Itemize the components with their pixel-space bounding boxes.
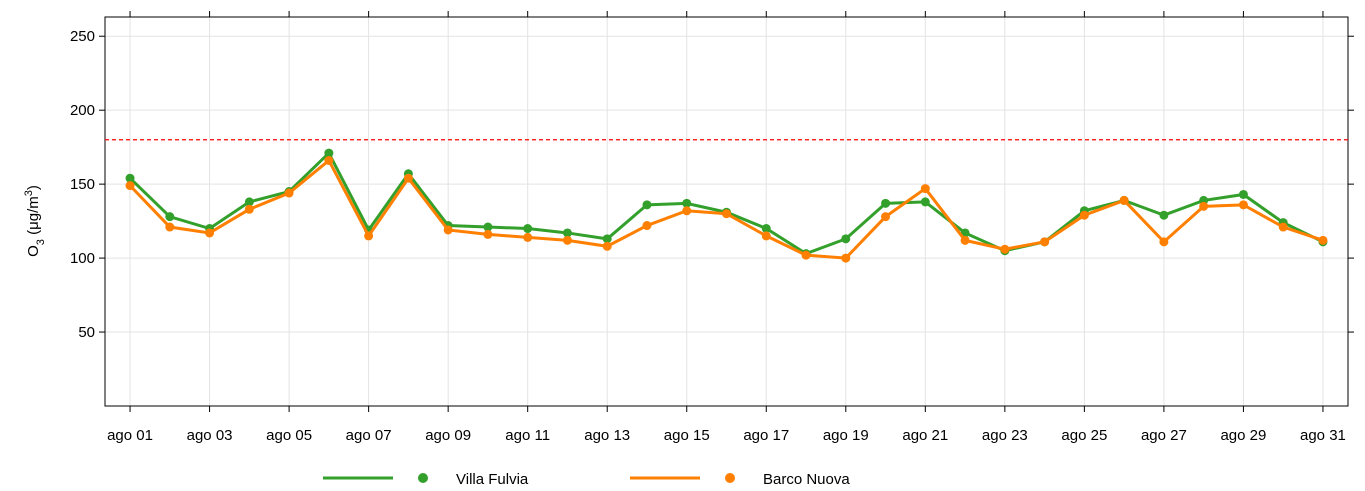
data-point bbox=[761, 231, 771, 241]
data-point bbox=[642, 221, 652, 231]
x-tick-label: ago 29 bbox=[1220, 427, 1266, 444]
x-tick-label: ago 17 bbox=[743, 427, 789, 444]
data-point bbox=[881, 212, 891, 222]
data-point bbox=[602, 241, 612, 251]
data-point bbox=[324, 148, 334, 158]
x-tick-label: ago 19 bbox=[823, 427, 869, 444]
y-tick-label: 100 bbox=[70, 250, 95, 267]
data-point bbox=[1159, 210, 1169, 220]
data-point bbox=[722, 209, 731, 219]
series-line bbox=[129, 150, 1324, 256]
data-point bbox=[1318, 235, 1328, 245]
data-point bbox=[1119, 195, 1129, 205]
data-point bbox=[1199, 201, 1209, 211]
data-point bbox=[244, 204, 254, 214]
y-tick-label: 150 bbox=[70, 176, 95, 193]
y-axis-label: O3 (μg/m3) bbox=[23, 185, 47, 257]
legend-label: Villa Fulvia bbox=[456, 471, 529, 488]
y-label-sup: 3 bbox=[23, 190, 35, 196]
data-point bbox=[562, 228, 572, 238]
x-tick-label: ago 09 bbox=[425, 427, 471, 444]
x-tick-label: ago 21 bbox=[902, 427, 948, 444]
x-tick-label: ago 11 bbox=[505, 427, 550, 444]
data-point bbox=[364, 231, 374, 241]
plot-frame bbox=[104, 16, 1349, 407]
x-tick-label: ago 31 bbox=[1300, 427, 1346, 444]
data-point bbox=[523, 224, 533, 234]
data-point bbox=[682, 198, 692, 208]
legend-marker bbox=[418, 473, 428, 483]
data-point bbox=[841, 253, 851, 263]
data-point bbox=[642, 200, 652, 210]
x-tick-label: ago 03 bbox=[187, 427, 233, 444]
data-point bbox=[960, 235, 970, 245]
y-tick-label: 50 bbox=[78, 324, 95, 341]
data-point bbox=[1159, 237, 1169, 247]
data-point bbox=[443, 225, 453, 235]
data-point bbox=[1040, 237, 1050, 247]
data-point bbox=[801, 250, 811, 260]
x-tick-label: ago 07 bbox=[346, 427, 392, 444]
x-tick-label: ago 13 bbox=[584, 427, 630, 444]
data-point bbox=[761, 224, 771, 234]
data-point bbox=[523, 232, 533, 242]
data-point bbox=[125, 173, 135, 183]
data-point bbox=[1238, 200, 1248, 210]
data-point bbox=[483, 229, 493, 239]
data-point bbox=[1278, 222, 1288, 232]
legend-marker bbox=[725, 473, 735, 483]
data-point bbox=[205, 228, 215, 238]
y-tick-label: 250 bbox=[70, 28, 95, 45]
legend-label: Barco Nuova bbox=[763, 471, 850, 488]
data-point bbox=[682, 206, 692, 216]
data-point bbox=[562, 235, 572, 245]
data-point bbox=[125, 181, 135, 191]
data-point bbox=[1079, 210, 1089, 220]
data-point bbox=[483, 222, 493, 232]
data-point bbox=[602, 234, 612, 244]
y-label-base: O bbox=[25, 245, 42, 257]
data-point bbox=[284, 188, 294, 198]
y-label-close: ) bbox=[25, 185, 42, 190]
data-point bbox=[1000, 244, 1010, 254]
data-point bbox=[881, 198, 891, 208]
data-point bbox=[244, 197, 254, 207]
data-point bbox=[165, 212, 175, 222]
x-tick-label: ago 01 bbox=[107, 427, 153, 444]
y-label-sub: 3 bbox=[35, 239, 47, 245]
y-tick-label: 200 bbox=[70, 102, 95, 119]
data-point bbox=[920, 184, 930, 194]
data-point bbox=[165, 222, 175, 232]
x-tick-label: ago 23 bbox=[982, 427, 1028, 444]
y-label-unit: (μg/m bbox=[25, 196, 42, 239]
data-point bbox=[841, 234, 851, 244]
data-point bbox=[403, 173, 413, 183]
x-tick-label: ago 25 bbox=[1061, 427, 1107, 444]
x-tick-label: ago 27 bbox=[1141, 427, 1187, 444]
data-point bbox=[324, 155, 334, 165]
data-point bbox=[920, 197, 930, 207]
x-tick-label: ago 05 bbox=[266, 427, 312, 444]
data-point bbox=[1238, 189, 1248, 199]
x-tick-label: ago 15 bbox=[664, 427, 710, 444]
